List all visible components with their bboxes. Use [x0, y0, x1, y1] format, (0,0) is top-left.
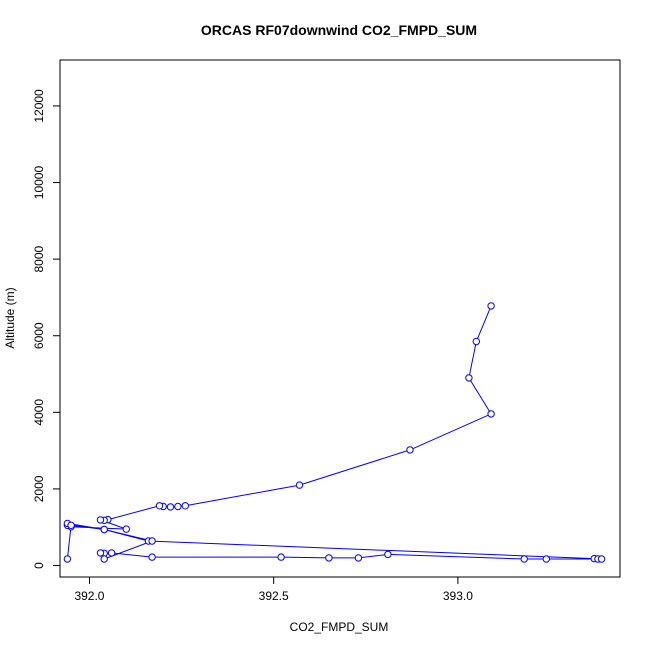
y-tick-label: 8000 [32, 245, 46, 272]
data-point [67, 521, 75, 529]
chart-title: ORCAS RF07downwind CO2_FMPD_SUM [201, 22, 477, 38]
data-point [107, 549, 116, 557]
data-point [148, 553, 156, 561]
y-tick-label: 4000 [32, 399, 46, 426]
data-point [100, 555, 108, 563]
y-axis-label: Altitude (m) [3, 287, 17, 348]
data-point [542, 555, 550, 563]
x-tick-label: 392.0 [74, 589, 104, 603]
y-tick-label: 0 [32, 562, 46, 569]
data-point [63, 555, 72, 563]
data-point [96, 516, 105, 524]
plot-frame [59, 59, 621, 578]
y-tick-label: 12000 [32, 89, 46, 123]
x-tick-label: 393.0 [443, 589, 473, 603]
data-point [406, 446, 414, 454]
series-layer [63, 302, 606, 563]
data-point [277, 553, 285, 561]
data-point [465, 374, 473, 382]
data-point [148, 537, 156, 545]
data-point [472, 337, 480, 346]
data-point [96, 549, 105, 557]
data-point [384, 550, 392, 559]
y-axis: 0 2000 4000 6000 8000 10000 12000 [32, 89, 60, 569]
data-point [100, 525, 108, 534]
data-point [122, 525, 131, 533]
y-tick-label: 10000 [32, 166, 46, 200]
series-line [66, 305, 602, 560]
data-point [487, 410, 495, 418]
y-tick-label: 2000 [32, 475, 46, 502]
data-point [597, 555, 606, 563]
data-point [181, 502, 190, 510]
data-point [174, 502, 182, 511]
data-point [295, 481, 304, 489]
x-tick-label: 392.5 [259, 589, 289, 603]
x-axis-label: CO2_FMPD_SUM [290, 620, 389, 634]
data-point [487, 302, 495, 310]
data-point [166, 503, 175, 511]
data-point [354, 554, 363, 562]
data-point [325, 554, 333, 562]
x-axis: 392.0 392.5 393.0 [74, 577, 473, 603]
y-tick-label: 6000 [32, 322, 46, 349]
data-point [520, 555, 528, 563]
data-point [155, 502, 164, 510]
